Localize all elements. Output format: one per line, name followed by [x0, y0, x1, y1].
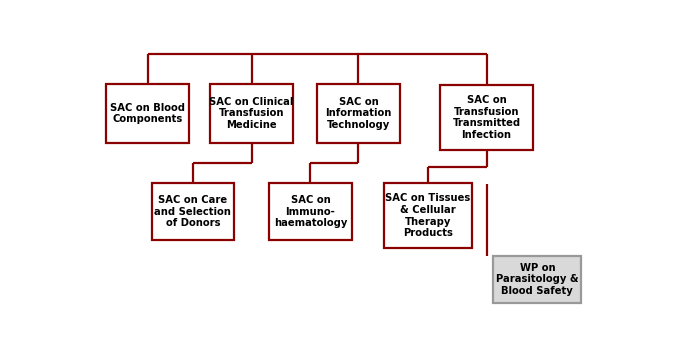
FancyBboxPatch shape	[152, 183, 234, 240]
Text: SAC on
Information
Technology: SAC on Information Technology	[325, 97, 391, 130]
FancyBboxPatch shape	[210, 84, 293, 143]
FancyBboxPatch shape	[440, 85, 533, 150]
Text: SAC on Blood
Components: SAC on Blood Components	[110, 103, 185, 124]
Text: SAC on Tissues
& Cellular
Therapy
Products: SAC on Tissues & Cellular Therapy Produc…	[385, 194, 471, 238]
FancyBboxPatch shape	[493, 256, 582, 303]
Text: SAC on Clinical
Transfusion
Medicine: SAC on Clinical Transfusion Medicine	[209, 97, 294, 130]
Text: SAC on Care
and Selection
of Donors: SAC on Care and Selection of Donors	[154, 195, 232, 229]
FancyBboxPatch shape	[317, 84, 400, 143]
FancyBboxPatch shape	[384, 183, 472, 248]
Text: WP on
Parasitology &
Blood Safety: WP on Parasitology & Blood Safety	[496, 262, 579, 296]
FancyBboxPatch shape	[106, 84, 189, 143]
Text: SAC on
Immuno-
haematology: SAC on Immuno- haematology	[274, 195, 347, 229]
Text: SAC on
Transfusion
Transmitted
Infection: SAC on Transfusion Transmitted Infection	[453, 95, 521, 140]
FancyBboxPatch shape	[269, 183, 352, 240]
